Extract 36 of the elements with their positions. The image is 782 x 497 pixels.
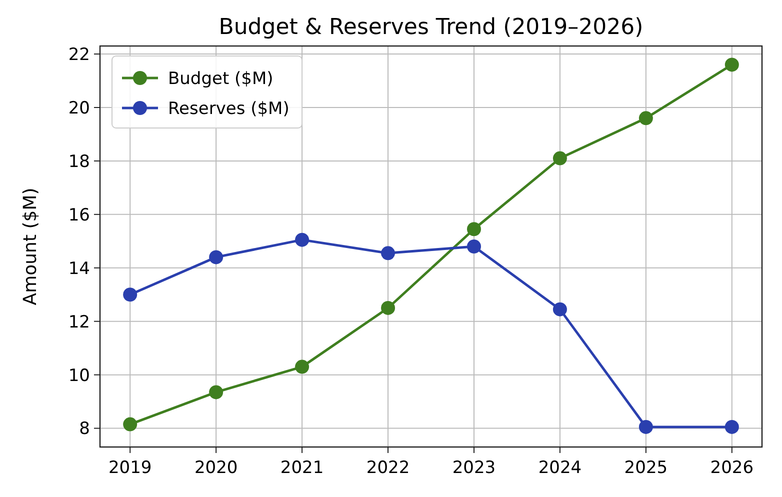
point	[552, 302, 567, 316]
point	[638, 111, 653, 126]
legend-label: Budget ($M)	[168, 68, 274, 89]
point	[295, 360, 310, 374]
x-tick-label: 2022	[366, 458, 410, 478]
point	[123, 417, 138, 432]
x-tick-label: 2019	[108, 458, 152, 478]
legend-label: Reserves ($M)	[168, 98, 290, 119]
x-tick-label: 2024	[538, 458, 582, 478]
y-tick-label: 10	[68, 366, 90, 386]
x-tick-label: 2020	[194, 458, 238, 478]
y-tick-label: 14	[68, 258, 90, 279]
y-tick-label: 18	[68, 152, 90, 172]
point	[209, 250, 224, 264]
point	[295, 232, 310, 247]
y-tick-label: 20	[68, 98, 90, 118]
point	[123, 288, 138, 302]
x-tick-label: 2023	[452, 458, 496, 478]
y-tick-label: 22	[68, 44, 90, 65]
point	[381, 246, 396, 260]
y-tick-label: 12	[68, 312, 90, 332]
x-tick-label: 2025	[624, 458, 668, 478]
point	[209, 385, 224, 400]
x-tick-label: 2026	[710, 458, 754, 478]
point	[724, 58, 739, 72]
point	[724, 420, 739, 434]
point	[552, 151, 567, 166]
point	[381, 300, 396, 315]
y-tick-label: 16	[68, 205, 90, 226]
y-axis-title: Amount ($M)	[20, 188, 41, 306]
x-tick-label: 2021	[280, 458, 324, 478]
point	[466, 222, 481, 236]
y-tick-label: 8	[79, 419, 90, 440]
chart-title: Budget & Reserves Trend (2019–2026)	[218, 15, 644, 40]
point	[638, 420, 653, 434]
point	[466, 240, 481, 254]
